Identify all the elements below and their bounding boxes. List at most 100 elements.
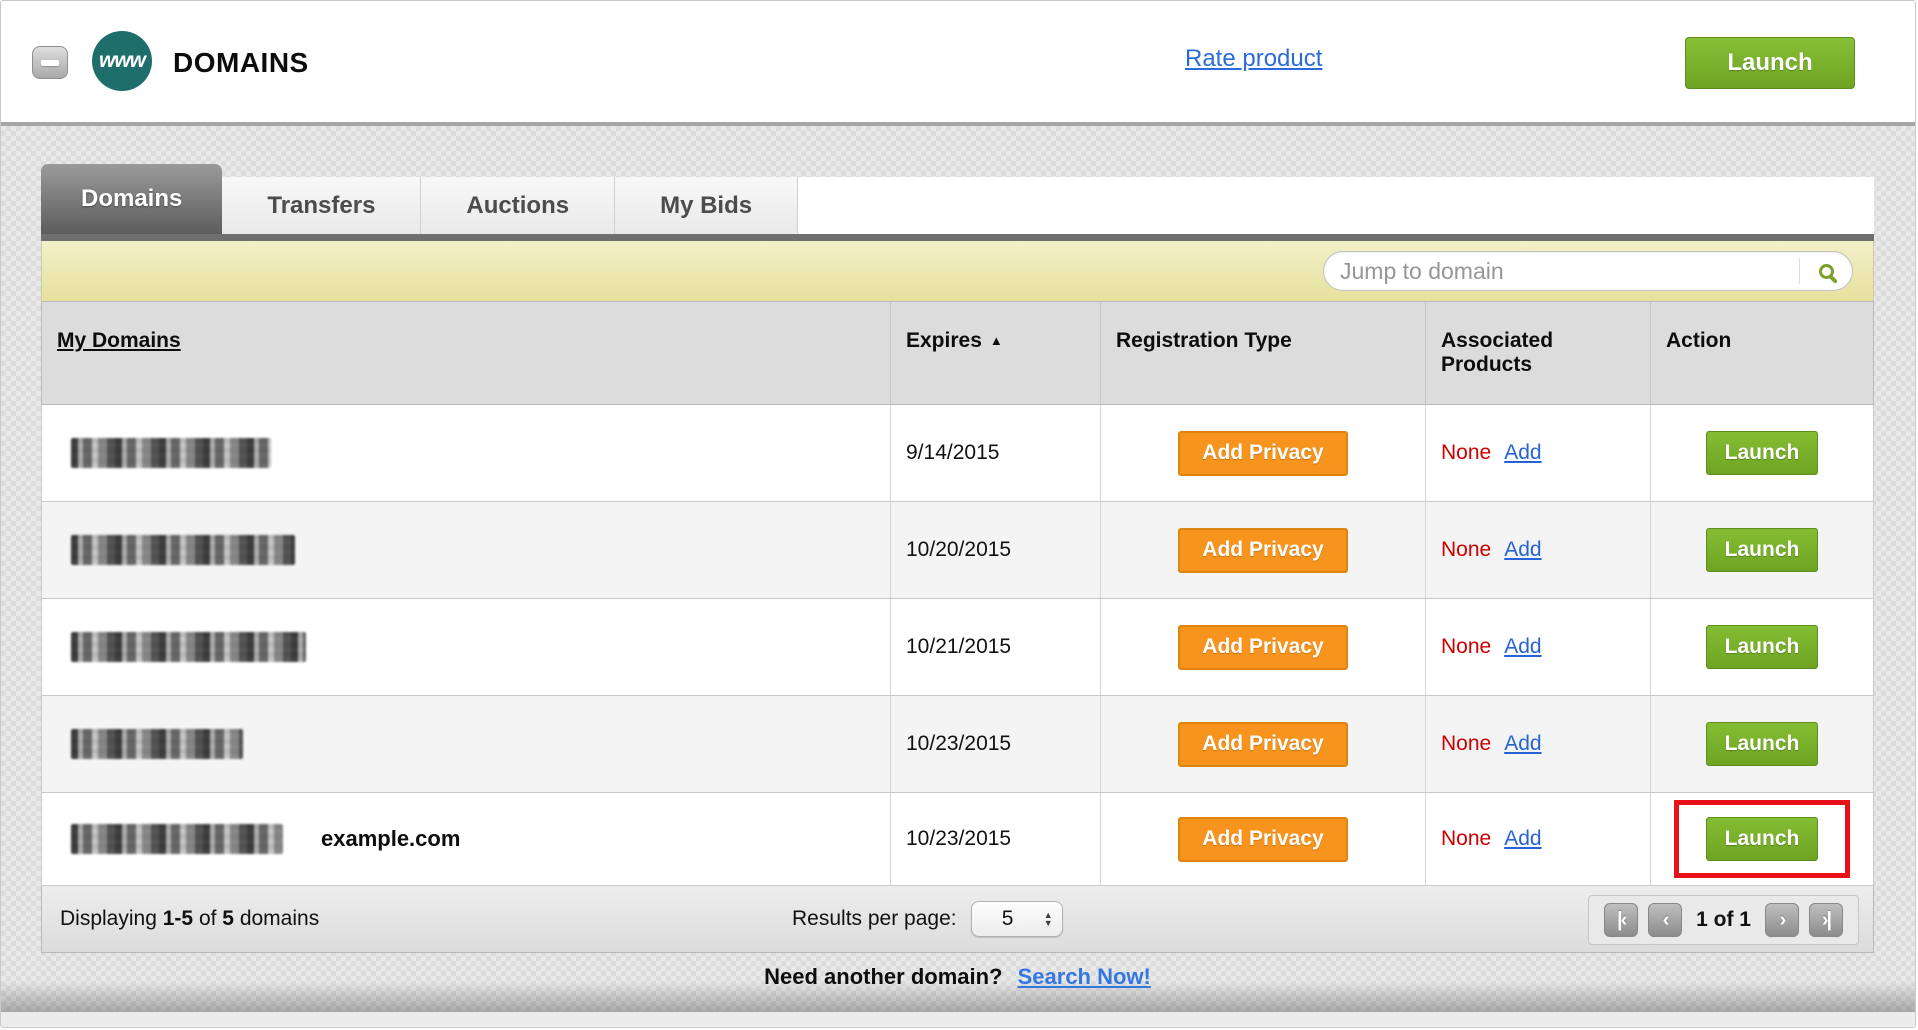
domains-panel: Domains Transfers Auctions My Bids My Do…	[41, 164, 1874, 953]
registration-cell: Add Privacy	[1101, 502, 1426, 598]
add-privacy-button[interactable]: Add Privacy	[1178, 527, 1348, 573]
tab-transfers[interactable]: Transfers	[222, 177, 422, 234]
displaying-status: Displaying 1-5 of 5 domains	[60, 907, 319, 931]
associated-none: None	[1441, 827, 1492, 850]
expires-cell: 10/23/2015	[891, 793, 1101, 885]
launch-button-highlighted[interactable]: Launch	[1706, 817, 1818, 861]
expires-sort-link[interactable]: Expires	[906, 329, 982, 352]
jump-to-domain-search	[1323, 251, 1853, 291]
bottom-edge	[1, 1011, 1915, 1027]
page-title: DOMAINS	[173, 47, 309, 78]
pagination: |‹ ‹ 1 of 1 › ›|	[1588, 895, 1859, 945]
stepper-arrows-icon: ▲ ▼	[1043, 910, 1053, 928]
registration-cell: Add Privacy	[1101, 599, 1426, 695]
table-row: 10/21/2015 Add Privacy None Add Launch	[41, 599, 1874, 696]
table-row: 10/20/2015 Add Privacy None Add Launch	[41, 502, 1874, 599]
expires-cell: 10/21/2015	[891, 599, 1101, 695]
table-row: 10/23/2015 Add Privacy None Add Launch	[41, 696, 1874, 793]
redacted-domain	[71, 632, 306, 662]
associated-cell: None Add	[1426, 793, 1651, 885]
arrow-up-icon: ▲	[1043, 910, 1053, 920]
last-page-button[interactable]: ›|	[1809, 903, 1843, 937]
associated-cell: None Add	[1426, 405, 1651, 501]
page-status: 1 of 1	[1696, 908, 1751, 931]
add-product-link[interactable]: Add	[1504, 732, 1542, 755]
app-header: www DOMAINS Rate product Launch	[1, 1, 1915, 122]
domain-cell	[42, 599, 891, 695]
launch-button[interactable]: Launch	[1706, 722, 1818, 766]
associated-cell: None Add	[1426, 696, 1651, 792]
column-registration-type: Registration Type	[1101, 302, 1426, 404]
tab-my-bids[interactable]: My Bids	[615, 177, 799, 234]
action-cell: Launch	[1651, 696, 1873, 792]
expires-date: 10/21/2015	[906, 635, 1012, 658]
search-divider	[1799, 258, 1800, 284]
tab-auctions[interactable]: Auctions	[421, 177, 616, 234]
add-privacy-button[interactable]: Add Privacy	[1178, 624, 1348, 670]
my-domains-sort-link[interactable]: My Domains	[57, 329, 181, 352]
search-button[interactable]	[1800, 252, 1852, 290]
column-action: Action	[1666, 329, 1732, 352]
table-footer: Displaying 1-5 of 5 domains Results per …	[41, 886, 1874, 953]
add-privacy-button[interactable]: Add Privacy	[1178, 816, 1348, 862]
expires-cell: 9/14/2015	[891, 405, 1101, 501]
tab-divider-bar	[41, 234, 1874, 241]
action-cell: Launch	[1651, 599, 1873, 695]
search-input[interactable]	[1324, 252, 1799, 290]
registration-cell: Add Privacy	[1101, 696, 1426, 792]
domain-cell	[42, 696, 891, 792]
tab-strip: Domains Transfers Auctions My Bids	[41, 164, 1874, 234]
search-now-link[interactable]: Search Now!	[1017, 964, 1151, 989]
domain-cell	[42, 405, 891, 501]
add-product-link[interactable]: Add	[1504, 635, 1542, 658]
page-size-value: 5	[1001, 907, 1014, 930]
associated-none: None	[1441, 732, 1492, 755]
search-icon	[1818, 263, 1834, 279]
results-per-page-group: Results per page: 5 ▲ ▼	[792, 886, 1063, 952]
displaying-total: 5	[222, 907, 234, 930]
add-privacy-button[interactable]: Add Privacy	[1178, 430, 1348, 476]
displaying-word: Displaying	[60, 907, 157, 930]
redacted-domain	[71, 824, 283, 854]
red-highlight-annotation: Launch	[1674, 800, 1850, 878]
redacted-domain	[71, 438, 271, 468]
add-product-link[interactable]: Add	[1504, 441, 1542, 464]
collapse-icon[interactable]	[32, 46, 68, 79]
add-product-link[interactable]: Add	[1504, 538, 1542, 561]
results-per-page-label: Results per page:	[792, 907, 957, 930]
of-word: of	[198, 907, 217, 930]
launch-button[interactable]: Launch	[1706, 431, 1818, 475]
search-toolbar	[41, 241, 1874, 301]
sort-ascending-icon: ▲	[989, 333, 1003, 348]
associated-cell: None Add	[1426, 502, 1651, 598]
add-product-link[interactable]: Add	[1504, 827, 1542, 850]
action-cell: Launch	[1651, 405, 1873, 501]
arrow-down-icon: ▼	[1043, 918, 1053, 928]
first-page-button[interactable]: |‹	[1604, 903, 1639, 937]
prev-page-button[interactable]: ‹	[1648, 903, 1683, 937]
expires-date: 10/20/2015	[906, 538, 1012, 561]
column-expires: Expires ▲	[891, 302, 1101, 404]
displaying-range: 1-5	[162, 907, 194, 930]
need-domain-text: Need another domain?	[764, 964, 1003, 989]
header-launch-button[interactable]: Launch	[1685, 37, 1855, 89]
add-privacy-button[interactable]: Add Privacy	[1178, 721, 1348, 767]
table-row-example: example.com 10/23/2015 Add Privacy None A…	[41, 793, 1874, 886]
expires-cell: 10/20/2015	[891, 502, 1101, 598]
launch-button[interactable]: Launch	[1706, 625, 1818, 669]
tab-domains[interactable]: Domains	[41, 164, 223, 234]
table-row: 9/14/2015 Add Privacy None Add Launch	[41, 405, 1874, 502]
next-page-button[interactable]: ›	[1765, 903, 1799, 937]
example-domain-label: example.com	[321, 826, 461, 851]
registration-cell: Add Privacy	[1101, 793, 1426, 885]
action-cell: Launch	[1651, 793, 1873, 885]
need-domain-prompt: Need another domain? Search Now!	[41, 964, 1874, 990]
associated-none: None	[1441, 635, 1492, 658]
redacted-domain	[71, 535, 295, 565]
expires-date: 10/23/2015	[906, 732, 1012, 755]
launch-button[interactable]: Launch	[1706, 528, 1818, 572]
rate-product-link[interactable]: Rate product	[1185, 45, 1323, 72]
column-my-domains: My Domains	[42, 302, 891, 404]
page-size-select[interactable]: 5 ▲ ▼	[970, 901, 1063, 937]
domain-cell	[42, 502, 891, 598]
